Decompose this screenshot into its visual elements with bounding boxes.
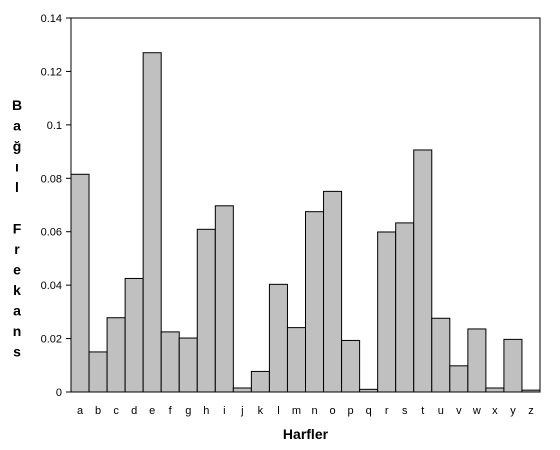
x-tick-label: r — [385, 405, 389, 417]
bar-y — [503, 338, 523, 393]
bar-x — [485, 387, 505, 393]
x-tick-label: t — [421, 405, 424, 417]
x-tick-label: d — [131, 405, 137, 417]
y-tick-label: 0.08 — [41, 173, 62, 185]
bar-o — [323, 190, 343, 393]
x-tick-label: v — [456, 405, 462, 417]
x-tick-label: w — [472, 405, 481, 417]
x-tick-label: e — [149, 405, 155, 417]
x-tick-label: b — [95, 405, 101, 417]
y-axis-title-char: ğ — [13, 138, 22, 154]
y-tick-label: 0.02 — [41, 334, 62, 346]
y-axis-title-char: a — [13, 303, 21, 319]
bar-n — [305, 211, 325, 393]
y-axis-title-char: F — [13, 221, 22, 237]
x-tick-label: g — [185, 405, 191, 417]
bar-f — [160, 331, 180, 393]
bar-v — [449, 365, 469, 393]
bar-m — [286, 327, 306, 393]
bar-c — [106, 317, 126, 393]
bar-r — [377, 231, 397, 393]
y-axis-title-char: B — [12, 97, 22, 113]
x-axis-title: Harfler — [283, 426, 329, 442]
x-tick-label: f — [169, 405, 173, 417]
y-tick-label: 0.12 — [41, 66, 62, 78]
x-tick-label: y — [510, 405, 516, 417]
x-tick-label: n — [311, 405, 317, 417]
x-tick-label: q — [366, 405, 372, 417]
bar-i — [214, 205, 234, 393]
x-tick-label: h — [203, 405, 209, 417]
y-tick-label: 0.04 — [41, 280, 62, 292]
x-tick-label: u — [438, 405, 444, 417]
y-tick-label: 0.06 — [41, 227, 62, 239]
bar-d — [124, 277, 144, 393]
y-tick-label: 0.14 — [41, 13, 62, 25]
plot-frame — [70, 17, 541, 393]
x-tick-label: x — [492, 405, 498, 417]
bar-a — [70, 173, 90, 393]
bar-e — [142, 52, 162, 393]
y-tick-label: 0.1 — [47, 120, 62, 132]
bar-w — [467, 328, 487, 393]
y-axis-ticks: 0 0.02 0.04 0.06 0.08 0.1 0.12 0.14 — [41, 13, 71, 399]
x-tick-label: m — [292, 405, 301, 417]
bar-h — [196, 228, 216, 393]
bar-b — [88, 351, 108, 393]
x-tick-label: i — [223, 405, 225, 417]
y-axis-title-char: l — [15, 179, 19, 195]
x-tick-label: p — [348, 405, 354, 417]
y-axis-title-char: a — [13, 118, 21, 134]
x-tick-label: c — [113, 405, 119, 417]
bar-p — [341, 339, 361, 393]
y-axis-title-char: k — [13, 282, 21, 298]
y-axis-title-char: s — [13, 344, 21, 360]
bar-s — [395, 222, 415, 393]
x-tick-label: j — [240, 405, 243, 417]
x-tick-label: z — [528, 405, 534, 417]
x-tick-label: o — [329, 405, 335, 417]
x-tick-label: l — [277, 405, 279, 417]
y-axis-title-char: e — [13, 262, 21, 278]
y-axis-title-char: n — [13, 323, 22, 339]
bar-g — [178, 337, 198, 393]
x-tick-label: a — [77, 405, 84, 417]
bar-u — [431, 317, 451, 393]
y-tick-label: 0 — [56, 387, 62, 399]
x-tick-label: k — [258, 405, 264, 417]
y-axis-title-char: ı — [15, 159, 19, 175]
x-tick-label: s — [402, 405, 408, 417]
y-axis-title-char: r — [14, 241, 20, 257]
bars — [70, 52, 541, 393]
bar-t — [413, 149, 433, 393]
bar-j — [232, 387, 252, 393]
bar-k — [250, 370, 270, 393]
bar-l — [268, 283, 288, 393]
